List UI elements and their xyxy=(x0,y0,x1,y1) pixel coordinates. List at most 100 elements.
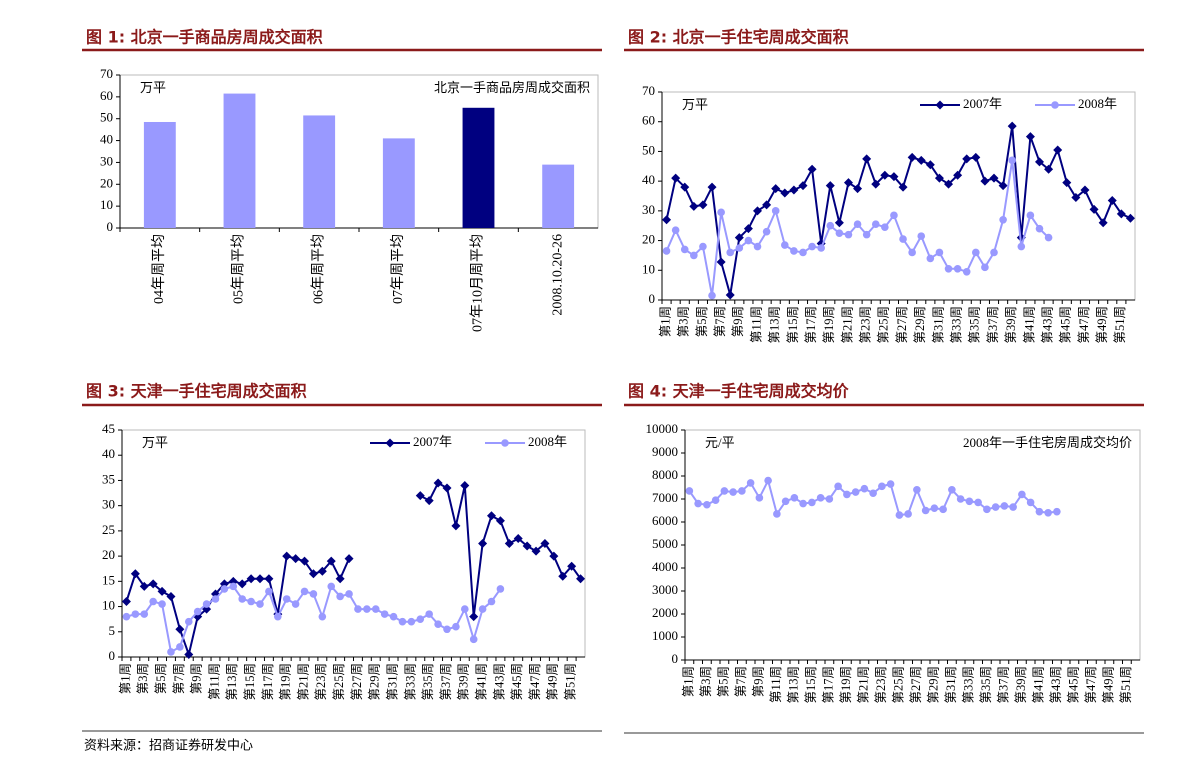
legend-label: 北京一手商品房周成交面积 xyxy=(434,80,590,95)
marker xyxy=(202,600,211,608)
marker xyxy=(935,100,945,110)
marker xyxy=(326,556,336,566)
x-tick-label: 第1周 xyxy=(118,663,132,694)
marker xyxy=(122,612,131,621)
marker xyxy=(935,248,944,257)
marker xyxy=(799,248,807,257)
marker xyxy=(972,248,980,257)
x-tick-label: 第21周 xyxy=(840,306,854,344)
marker xyxy=(1044,233,1053,242)
marker xyxy=(158,600,166,608)
x-tick-label: 第39周 xyxy=(457,663,471,701)
y-tick-label: 8000 xyxy=(652,467,678,482)
marker xyxy=(139,581,149,591)
y-tick-label: 20 xyxy=(642,232,655,247)
marker xyxy=(862,154,872,164)
x-tick-label: 第25周 xyxy=(332,663,346,701)
marker xyxy=(871,179,881,189)
x-tick-label: 07年10月周平均 xyxy=(470,234,486,332)
marker xyxy=(685,487,694,495)
marker xyxy=(211,595,220,603)
x-tick-label: 第47周 xyxy=(1084,666,1098,704)
y-tick-label: 30 xyxy=(102,497,115,512)
plot-frame xyxy=(684,429,1141,661)
marker xyxy=(424,496,434,506)
x-tick-label: 第21周 xyxy=(296,663,310,701)
marker xyxy=(148,579,158,589)
y-tick-label: 25 xyxy=(102,522,115,537)
marker xyxy=(1053,507,1061,516)
marker xyxy=(729,488,737,496)
x-tick-label: 第23周 xyxy=(874,666,888,704)
marker xyxy=(130,569,140,579)
marker xyxy=(773,510,781,518)
marker xyxy=(780,241,789,249)
x-tick-label: 第47周 xyxy=(1077,306,1091,344)
x-tick-label: 第17周 xyxy=(261,663,275,701)
bar xyxy=(462,107,495,228)
marker xyxy=(853,184,863,194)
bar xyxy=(303,115,336,228)
marker xyxy=(851,488,860,496)
marker xyxy=(808,242,816,251)
source-note: 资料来源：招商证券研发中心 xyxy=(84,738,253,754)
marker xyxy=(495,516,505,526)
marker xyxy=(291,600,300,608)
marker xyxy=(680,182,690,192)
marker xyxy=(926,254,935,263)
y-tick-label: 70 xyxy=(100,66,113,81)
marker xyxy=(962,267,971,276)
marker xyxy=(1000,502,1009,510)
marker xyxy=(131,610,140,618)
marker xyxy=(871,220,880,229)
x-tick-label: 第47周 xyxy=(528,663,542,701)
plot-frame xyxy=(119,74,599,229)
marker xyxy=(193,607,202,616)
marker xyxy=(1026,211,1035,220)
marker xyxy=(434,620,442,629)
x-tick-label: 第7周 xyxy=(172,663,186,694)
y-tick-label: 40 xyxy=(102,446,115,461)
bar xyxy=(542,164,575,228)
unit-label: 万平 xyxy=(682,97,708,112)
x-tick-label: 05年周平均 xyxy=(231,234,247,304)
x-tick-label: 第13周 xyxy=(768,306,782,344)
x-tick-label: 第15周 xyxy=(786,306,800,344)
marker xyxy=(255,574,265,584)
marker xyxy=(238,595,247,603)
y-tick-label: 5 xyxy=(109,623,116,638)
marker xyxy=(930,504,939,512)
y-tick-label: 4000 xyxy=(652,559,678,574)
marker xyxy=(274,612,282,621)
marker xyxy=(380,610,389,618)
x-tick-label: 第35周 xyxy=(968,306,982,344)
x-tick-label: 第33周 xyxy=(403,663,417,701)
marker xyxy=(860,484,869,493)
marker xyxy=(1044,509,1052,517)
x-tick-label: 第15周 xyxy=(804,666,818,704)
marker xyxy=(971,152,981,162)
marker xyxy=(1017,242,1026,251)
marker xyxy=(1026,498,1035,507)
marker xyxy=(878,482,886,491)
unit-label: 万平 xyxy=(142,435,168,450)
y-tick-label: 40 xyxy=(642,172,655,187)
marker xyxy=(167,648,175,656)
x-tick-label: 第7周 xyxy=(713,306,727,337)
marker xyxy=(540,539,550,548)
marker xyxy=(308,569,318,579)
marker xyxy=(416,615,425,623)
x-tick-label: 第27周 xyxy=(909,666,923,704)
marker xyxy=(1007,121,1017,131)
marker xyxy=(558,571,568,581)
marker xyxy=(881,223,889,231)
marker xyxy=(504,539,514,548)
x-tick-label: 第19周 xyxy=(839,666,853,704)
marker xyxy=(220,585,229,593)
bar xyxy=(382,138,415,228)
x-tick-label: 第5周 xyxy=(154,663,168,694)
marker xyxy=(764,476,772,485)
marker xyxy=(345,590,353,598)
marker xyxy=(1034,157,1044,167)
